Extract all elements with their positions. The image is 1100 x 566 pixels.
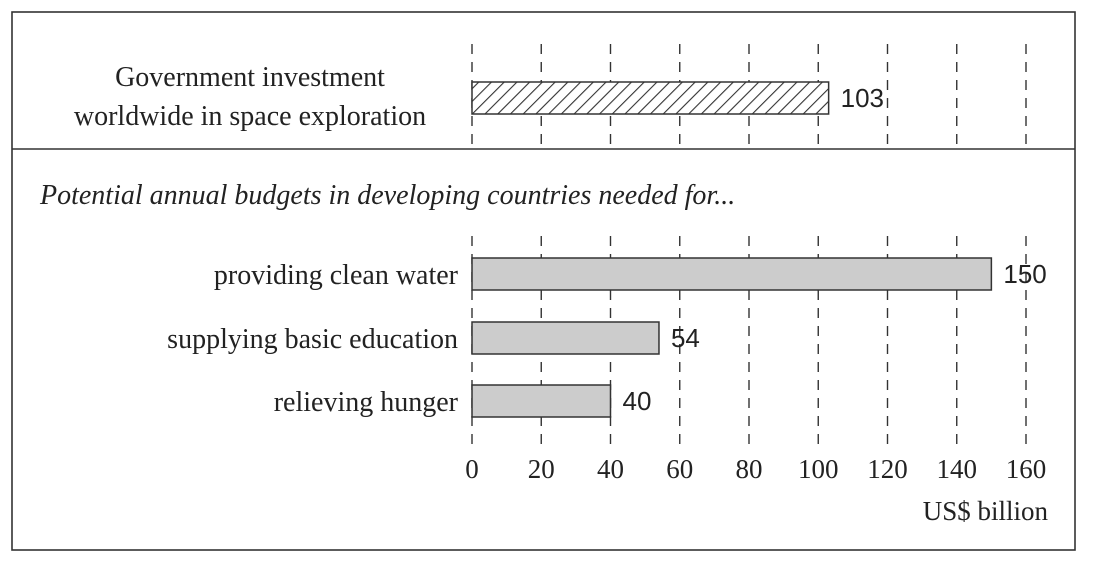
category-label-providing-clean-water: providing clean water — [214, 260, 459, 291]
bar-providing-clean-water — [471, 257, 993, 291]
x-axis-label: US$ billion — [923, 496, 1049, 526]
bottom-panel-heading: Potential annual budgets in developing c… — [39, 180, 735, 211]
value-label-supplying-basic-education: 54 — [671, 323, 700, 353]
value-label-space-exploration: 103 — [841, 83, 884, 113]
top-category-line-2: worldwide in space exploration — [74, 101, 426, 132]
bar-relieving-hunger — [471, 384, 612, 418]
top-category-line-1: Government investment — [115, 62, 385, 93]
x-tick-label: 40 — [597, 454, 624, 484]
category-label-relieving-hunger: relieving hunger — [274, 387, 459, 418]
x-tick-label: 140 — [937, 454, 978, 484]
x-tick-label: 0 — [465, 454, 479, 484]
x-tick-label: 20 — [528, 454, 555, 484]
x-tick-label: 80 — [736, 454, 763, 484]
x-tick-label: 160 — [1006, 454, 1047, 484]
category-label-supplying-basic-education: supplying basic education — [167, 324, 458, 355]
x-tick-label: 100 — [798, 454, 839, 484]
x-tick-label: 120 — [867, 454, 908, 484]
value-label-relieving-hunger: 40 — [623, 386, 652, 416]
bar-supplying-basic-education — [471, 321, 660, 355]
value-label-providing-clean-water: 150 — [1003, 259, 1046, 289]
bar-space-exploration — [471, 81, 830, 115]
x-tick-label: 60 — [666, 454, 693, 484]
